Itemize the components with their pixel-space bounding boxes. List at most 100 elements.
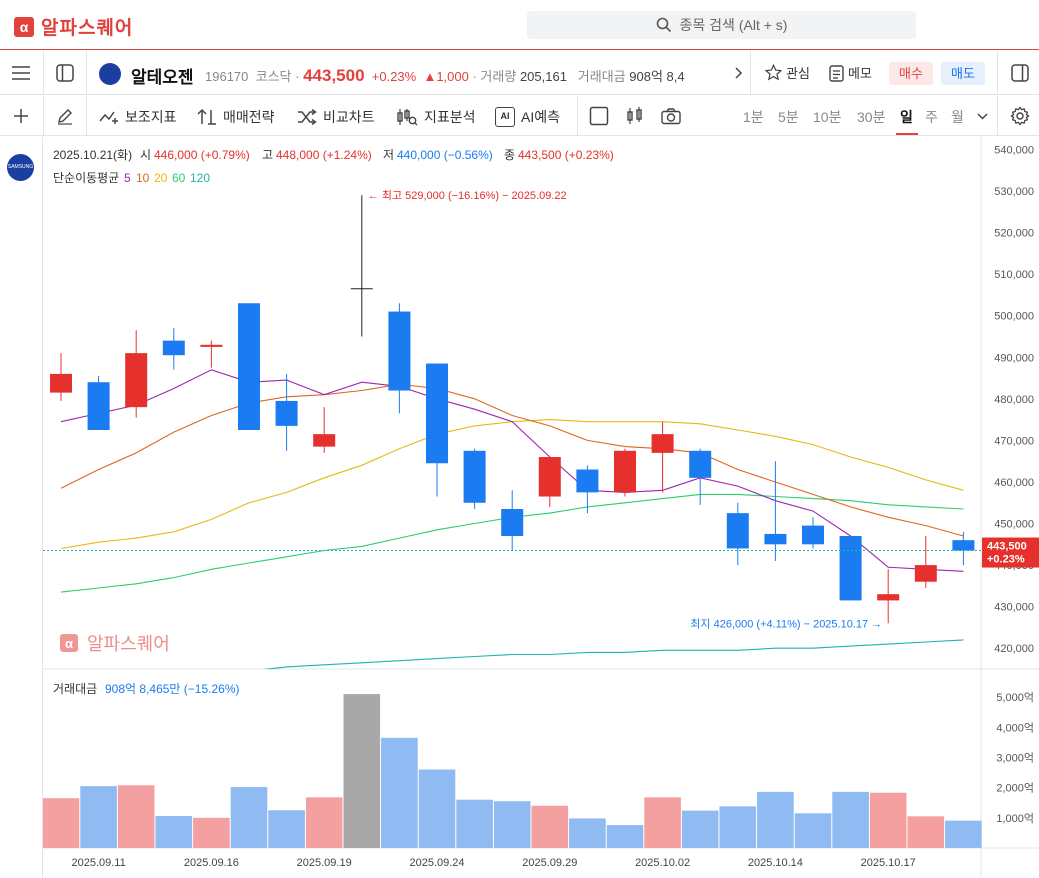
ma120-line [262, 639, 964, 669]
volume-bar [80, 786, 117, 848]
chevron-down-icon[interactable] [975, 110, 989, 122]
chart-toolbar: 보조지표 매매전략 비교차트 지표분석 AI AI예측 1분 5분 10분 30… [0, 96, 1039, 136]
indicator-icon [99, 111, 118, 124]
period-30min[interactable]: 30분 [857, 109, 886, 125]
volume-bar [381, 737, 418, 848]
candle-body [125, 353, 148, 408]
candle-body [200, 344, 223, 347]
analysis-label: 지표분석 [424, 109, 476, 125]
stock-thumb-logo[interactable]: SAMSUNG [7, 154, 34, 181]
sidebar-toggle-icon[interactable] [55, 63, 75, 83]
price-tick-label: 480,000 [994, 394, 1034, 406]
volume-bar [832, 791, 869, 848]
candle-body [651, 434, 674, 453]
chevron-right-icon[interactable] [733, 65, 745, 81]
price-tick-label: 520,000 [994, 228, 1034, 240]
price-tick-label: 450,000 [994, 519, 1034, 531]
hdr-low: 440,000 (−0.56%) [397, 148, 493, 162]
active-period-indicator [896, 133, 918, 135]
x-tick-label: 2025.10.14 [748, 857, 803, 869]
stock-info: 196170 코스닥 · 443,500 +0.23% ▲1,000 · 거래량… [205, 66, 685, 85]
analysis-button[interactable]: 지표분석 [396, 107, 476, 127]
compare-button[interactable]: 비교차트 [297, 107, 375, 127]
ma-60-label[interactable]: 60 [172, 171, 186, 185]
x-tick-label: 2025.09.29 [522, 857, 577, 869]
draw-pen-icon[interactable] [54, 106, 76, 126]
volume-panel-value: 908억 8,465만 (−15.26%) [105, 682, 240, 696]
ma-10-label[interactable]: 10 [136, 171, 150, 185]
candle-body [614, 450, 636, 493]
volume-bar [606, 825, 644, 848]
stock-name[interactable]: 알테오젠 [131, 68, 194, 87]
volume-bar [869, 792, 907, 848]
volume-bar [757, 791, 794, 848]
period-1min[interactable]: 1분 [743, 109, 764, 125]
star-icon [765, 64, 782, 81]
last-price-label: 443,500 [987, 541, 1027, 553]
stock-code: 196170 [205, 69, 249, 84]
search-icon [656, 17, 671, 33]
candle-body [952, 540, 975, 551]
ma5-line [60, 369, 964, 572]
candle-body [576, 469, 599, 493]
period-day[interactable]: 일 [900, 109, 913, 125]
square-chart-icon[interactable] [588, 106, 610, 126]
left-rail: SAMSUNG [0, 137, 43, 878]
ma-5-label[interactable]: 5 [124, 171, 131, 185]
candle-body [313, 434, 336, 447]
price-tick-label: 490,000 [994, 352, 1034, 364]
x-tick-label: 2025.09.16 [184, 857, 239, 869]
max-annotation: ← 최고 529,000 (−16.16%) − 2025.09.22 [368, 189, 567, 202]
candle-body [839, 536, 862, 601]
watermark: α 알파스퀘어 [60, 634, 170, 654]
ai-forecast-button[interactable]: AI AI예측 [495, 107, 560, 127]
stock-price: 443,500 [303, 66, 365, 85]
sell-button[interactable]: 매도 [941, 62, 985, 85]
shuffle-icon [298, 109, 317, 125]
ma10-line [60, 383, 964, 537]
watch-button[interactable]: 관심 [765, 63, 810, 82]
stock-change-pct: +0.23% [371, 69, 417, 84]
indicator-button[interactable]: 보조지표 [99, 107, 177, 127]
volume-value: 205,161 [519, 69, 567, 84]
stock-change-abs: ▲1,000 [423, 69, 469, 84]
ma-20-label[interactable]: 20 [154, 171, 168, 185]
brand-logo[interactable]: α 알파스퀘어 [14, 13, 133, 40]
volume-tick-label: 1,000억 [996, 812, 1034, 825]
candle-body [426, 363, 448, 464]
right-panel-toggle-icon[interactable] [1010, 63, 1030, 83]
price-tick-label: 460,000 [994, 477, 1034, 489]
candle-body [50, 373, 72, 393]
memo-button[interactable]: 메모 [829, 63, 872, 82]
period-week[interactable]: 주 [925, 109, 938, 125]
add-icon[interactable] [10, 106, 32, 126]
menu-icon[interactable] [10, 63, 32, 83]
candle-body [538, 457, 561, 497]
period-month[interactable]: 월 [951, 109, 964, 125]
analysis-icon [397, 109, 418, 126]
search-input[interactable]: 종목 검색 (Alt + s) [527, 11, 916, 39]
memo-icon [829, 64, 844, 82]
price-tick-label: 500,000 [994, 311, 1034, 323]
ma-120-label[interactable]: 120 [190, 171, 210, 185]
volume-bar [493, 801, 531, 848]
volume-bar [43, 798, 80, 848]
settings-gear-icon[interactable] [1009, 105, 1031, 127]
volume-bar [719, 806, 757, 848]
stock-bar: 알테오젠 196170 코스닥 · 443,500 +0.23% ▲1,000 … [0, 51, 1039, 95]
watch-label: 관심 [786, 66, 810, 81]
volume-bar [681, 810, 719, 848]
buy-button[interactable]: 매수 [889, 62, 933, 85]
hdr-high-label: 고 [262, 148, 273, 162]
camera-icon[interactable] [660, 106, 682, 126]
x-tick-label: 2025.09.24 [409, 857, 464, 869]
volume-label: 거래량 [480, 69, 517, 84]
stock-chart[interactable]: α 알파스퀘어 2025.10.21(화) 시 446,000 (+0.79%)… [43, 137, 1039, 878]
last-change-label: +0.23% [987, 554, 1025, 566]
candle-type-icon[interactable] [624, 106, 646, 126]
volume-bar [305, 797, 343, 848]
period-10min[interactable]: 10분 [813, 109, 842, 125]
strategy-button[interactable]: 매매전략 [197, 107, 275, 127]
period-5min[interactable]: 5분 [778, 109, 799, 125]
candle-body [87, 382, 110, 431]
